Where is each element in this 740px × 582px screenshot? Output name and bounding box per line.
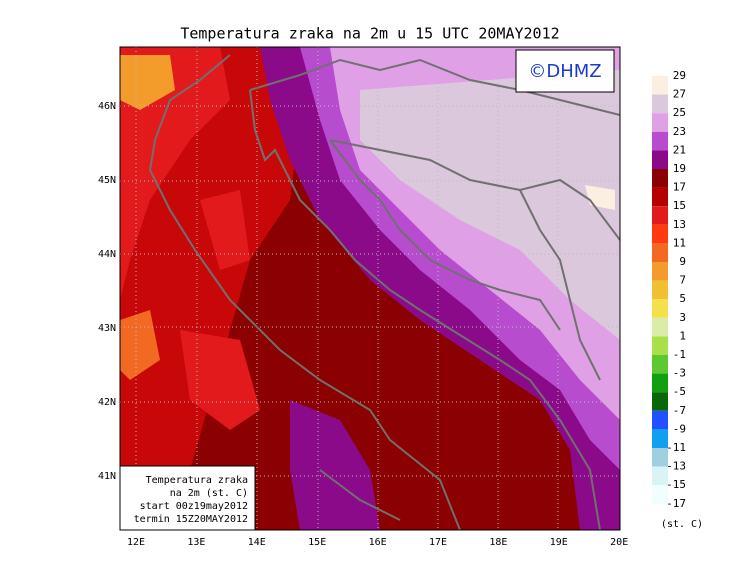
legend-label: 1: [679, 329, 686, 342]
info-line: termin 15Z20MAY2012: [134, 514, 248, 525]
color-bin: [652, 336, 668, 355]
color-bin: [652, 94, 668, 114]
info-line: na 2m (st. C): [170, 488, 248, 499]
lon-label: 15E: [308, 537, 326, 548]
color-bin: [652, 392, 668, 411]
legend-label: 17: [673, 181, 686, 194]
lat-label: 45N: [98, 175, 116, 186]
legend-label: 9: [679, 255, 686, 268]
lon-label: 18E: [489, 537, 507, 548]
lon-label: 13E: [187, 537, 205, 548]
legend-label: 29: [673, 69, 686, 82]
color-bin: [652, 410, 668, 430]
legend-label: 21: [673, 143, 686, 156]
legend-label: 15: [673, 199, 686, 212]
color-bin: [652, 150, 668, 169]
map-frame: [119, 46, 621, 531]
lon-label: 14E: [248, 537, 266, 548]
color-bin: [652, 206, 668, 225]
logo: ©DHMZ: [528, 61, 601, 82]
legend-label: 27: [673, 88, 686, 101]
info-line: start 00z19may2012: [140, 501, 248, 512]
color-bin: [652, 429, 668, 448]
legend-label: -3: [673, 367, 686, 380]
lon-label: 19E: [550, 537, 568, 548]
color-bin: [652, 224, 668, 244]
lat-label: 43N: [98, 323, 116, 334]
legend-label: 19: [673, 162, 686, 175]
color-bin: [652, 113, 668, 132]
lon-labels: 12E 13E 14E 15E 16E 17E 18E 19E 20E: [127, 537, 628, 548]
color-bin: [652, 466, 668, 486]
lat-label: 42N: [98, 397, 116, 408]
color-bin: [652, 131, 668, 151]
color-bin: [652, 169, 668, 188]
legend-label: -9: [673, 422, 686, 435]
lon-label: 12E: [127, 537, 145, 548]
color-bin: [652, 373, 668, 393]
color-bin: [652, 187, 668, 207]
color-bin: [652, 243, 668, 262]
legend-unit: (st. C): [661, 519, 703, 530]
legend-label: -11: [666, 441, 686, 454]
legend-label: -15: [666, 478, 686, 491]
color-bin: [652, 299, 668, 318]
color-bin: [652, 280, 668, 300]
legend-label: 23: [673, 125, 686, 138]
legend-label: -5: [673, 385, 686, 398]
lon-label: 17E: [429, 537, 447, 548]
color-bin: [652, 448, 668, 467]
coastlines: [148, 54, 620, 530]
color-bin: [652, 485, 668, 504]
legend-label: 11: [673, 236, 686, 249]
lon-label: 20E: [610, 537, 628, 548]
legend-label: -13: [666, 460, 686, 473]
legend-label: -7: [673, 404, 686, 417]
legend-label: 25: [673, 106, 686, 119]
info-line: Temperatura zraka: [146, 475, 248, 486]
legend-label: 5: [679, 292, 686, 305]
map-title: Temperatura zraka na 2m u 15 UTC 20MAY20…: [180, 25, 559, 43]
legend-label: 13: [673, 218, 686, 231]
legend-label: 3: [679, 311, 686, 324]
legend-label: -17: [666, 497, 686, 510]
lat-label: 46N: [98, 101, 116, 112]
color-bin: [652, 317, 668, 337]
color-bin: [652, 76, 668, 95]
grid-lines: [120, 47, 620, 530]
legend-label: -1: [673, 348, 686, 361]
lat-label: 44N: [98, 249, 116, 260]
lat-label: 41N: [98, 471, 116, 482]
color-bin: [652, 355, 668, 374]
color-bin: [652, 262, 668, 281]
colorbar: 29 27 25 23 21 19 17 15 13 11 9 7 5 3 1 -1 -3 -5 -7 -9 -11 -1…: [652, 69, 703, 530]
legend-label: 7: [679, 274, 686, 287]
logo-box: [515, 49, 615, 93]
temperature-field: [120, 47, 620, 530]
lon-label: 16E: [369, 537, 387, 548]
lat-labels: 46N 45N 44N 43N 42N 41N: [98, 101, 116, 482]
info-box: [119, 465, 256, 531]
info-text: Temperatura zraka na 2m (st. C) start 00z1…: [134, 475, 248, 525]
